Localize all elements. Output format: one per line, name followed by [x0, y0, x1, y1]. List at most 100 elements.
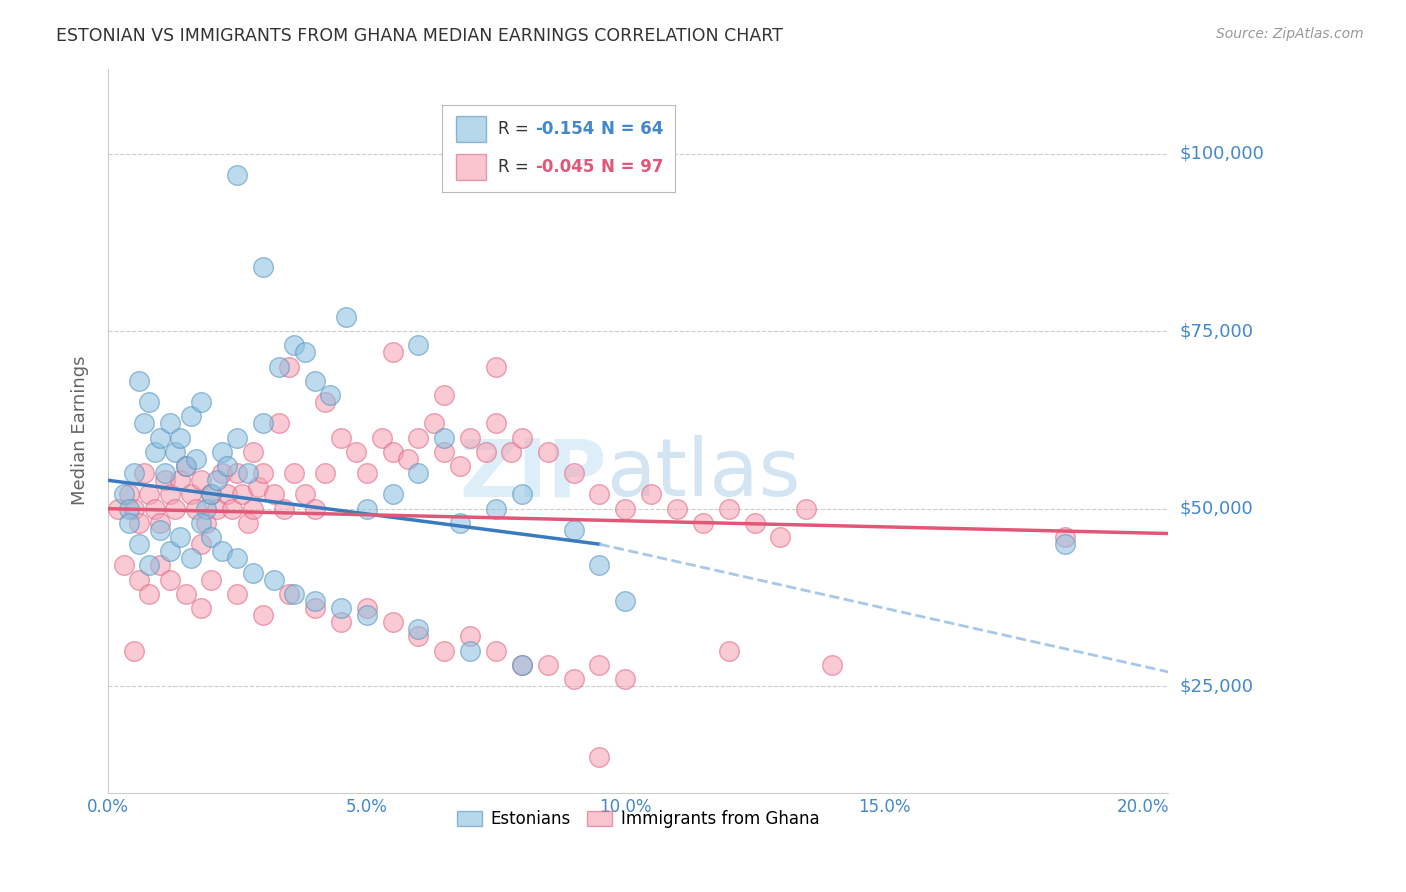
Point [423, 417, 446, 431]
Y-axis label: Median Earnings: Median Earnings [72, 356, 89, 506]
Point [112, 487, 135, 501]
Point [381, 345, 404, 359]
Point [153, 466, 176, 480]
Point [588, 558, 610, 573]
Point [122, 501, 145, 516]
Point [433, 388, 456, 402]
Point [200, 487, 222, 501]
Point [138, 587, 160, 601]
Point [138, 395, 160, 409]
Point [335, 310, 357, 324]
Point [128, 573, 150, 587]
Point [396, 452, 419, 467]
Point [314, 395, 336, 409]
Point [200, 573, 222, 587]
Point [200, 530, 222, 544]
Point [562, 672, 585, 686]
Point [510, 657, 533, 672]
Point [159, 544, 181, 558]
Point [118, 487, 141, 501]
Point [242, 445, 264, 459]
Point [118, 516, 141, 530]
Point [149, 516, 172, 530]
Point [408, 466, 430, 480]
Point [278, 359, 301, 374]
Point [458, 431, 481, 445]
Point [329, 615, 352, 630]
Point [408, 623, 430, 637]
Point [221, 501, 243, 516]
Point [200, 487, 222, 501]
Point [112, 558, 135, 573]
Point [485, 501, 508, 516]
Point [211, 466, 233, 480]
Point [356, 601, 378, 615]
Point [744, 516, 766, 530]
Point [666, 501, 689, 516]
Point [190, 601, 212, 615]
Point [174, 459, 197, 474]
Point [143, 501, 166, 516]
Point [356, 501, 378, 516]
Text: $50,000: $50,000 [1180, 500, 1253, 517]
Point [165, 501, 187, 516]
Point [128, 516, 150, 530]
Point [190, 516, 212, 530]
Point [180, 487, 202, 501]
Legend: Estonians, Immigrants from Ghana: Estonians, Immigrants from Ghana [450, 804, 825, 835]
Point [215, 487, 238, 501]
Point [408, 630, 430, 644]
Point [205, 473, 228, 487]
Point [283, 466, 305, 480]
Point [190, 473, 212, 487]
Point [118, 501, 141, 516]
Point [458, 630, 481, 644]
Text: atlas: atlas [606, 435, 801, 513]
Point [236, 516, 259, 530]
Point [190, 537, 212, 551]
Point [433, 431, 456, 445]
Point [562, 466, 585, 480]
Point [159, 573, 181, 587]
Point [769, 530, 792, 544]
Point [252, 466, 274, 480]
Point [294, 345, 316, 359]
Point [278, 587, 301, 601]
Point [211, 445, 233, 459]
Point [562, 523, 585, 537]
Point [242, 501, 264, 516]
Point [180, 409, 202, 424]
Point [692, 516, 714, 530]
Point [433, 445, 456, 459]
Point [195, 516, 218, 530]
Point [226, 551, 249, 566]
Point [474, 445, 496, 459]
Point [510, 657, 533, 672]
Point [128, 537, 150, 551]
Point [356, 466, 378, 480]
Point [184, 452, 207, 467]
Point [226, 587, 249, 601]
Point [267, 359, 290, 374]
Point [215, 459, 238, 474]
Point [304, 374, 326, 388]
Point [319, 388, 342, 402]
Point [242, 566, 264, 580]
Point [159, 417, 181, 431]
Point [122, 466, 145, 480]
Point [149, 558, 172, 573]
Point [153, 473, 176, 487]
Point [211, 544, 233, 558]
Point [138, 487, 160, 501]
Point [501, 445, 523, 459]
Point [371, 431, 394, 445]
Point [588, 750, 610, 764]
Point [449, 516, 471, 530]
Point [263, 573, 285, 587]
Point [329, 431, 352, 445]
Point [510, 431, 533, 445]
Text: $75,000: $75,000 [1180, 322, 1254, 340]
Text: ESTONIAN VS IMMIGRANTS FROM GHANA MEDIAN EARNINGS CORRELATION CHART: ESTONIAN VS IMMIGRANTS FROM GHANA MEDIAN… [56, 27, 783, 45]
Point [252, 260, 274, 275]
Point [614, 672, 637, 686]
